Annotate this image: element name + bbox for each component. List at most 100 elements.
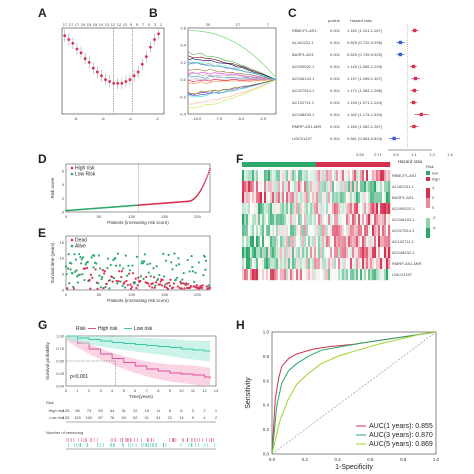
heatmap-cell [248,214,251,226]
heatmap-cell [374,214,377,226]
heatmap-cell [250,247,253,259]
panel-label-g: G [38,318,48,332]
status-point [159,280,162,283]
heatmap-cell [294,247,297,259]
heatmap-cell [242,192,245,204]
heatmap-cell [270,181,273,193]
heatmap-cell [300,258,303,270]
status-point [139,275,143,278]
risk-bar-cell [376,162,379,167]
heatmap-cell [272,181,275,193]
x-tick-label: 1 [76,388,79,393]
heatmap-cell [340,258,343,270]
heatmap-cell [294,258,297,270]
y-tick-label: 0.6 [263,378,270,383]
heatmap-cell [314,225,317,237]
heatmap-cell [386,269,389,281]
heatmap-cell [368,203,371,215]
heatmap-cell [376,225,379,237]
status-point [154,284,157,287]
heatmap-cell [370,170,373,182]
heatmap-cell [242,181,245,193]
heatmap-cell [348,247,351,259]
heatmap-cell [376,181,379,193]
heatmap-cell [252,236,255,248]
gene-label: AC027514.1 [292,88,315,93]
heatmap-cell [366,203,369,215]
heatmap-cell [260,225,263,237]
risk-bar-cell [266,162,269,167]
heatmap-cell [314,214,317,226]
heatmap-cell [336,214,339,226]
heatmap-cell [350,225,353,237]
status-point [165,286,168,289]
risk-point [209,168,211,170]
heatmap-cell [286,214,289,226]
heatmap-cell [354,269,357,281]
heatmap-cell [294,181,297,193]
heatmap-cell [362,225,365,237]
heatmap-cell [300,181,303,193]
y-tick-label: 0 [62,288,65,293]
heatmap-cell [380,258,383,270]
heatmap-cell [300,170,303,182]
heatmap-cell [266,192,269,204]
status-point [179,282,183,285]
heatmap-cell [250,258,253,270]
heatmap-cell [322,247,325,259]
heatmap-cell [270,192,273,204]
status-point [99,267,102,270]
heatmap-cell [362,170,365,182]
x-tick-label: 0.8 [400,457,407,462]
risk-bar-cell [272,162,275,167]
heatmap-cell [352,247,355,259]
gene-label: AL162231.1 [392,184,414,189]
heatmap-cell [366,181,369,193]
heatmap-cell [300,247,303,259]
heatmap-cell [338,192,341,204]
risk-table-title: Risk [46,400,54,405]
heatmap-cell [324,236,327,248]
risk-bar-cell [382,162,385,167]
heatmap-cell [264,203,267,215]
heatmap-cell [326,247,329,259]
status-point [166,287,170,290]
heatmap-cell [374,269,377,281]
status-point [191,266,194,269]
status-point [185,286,189,290]
risk-point [208,169,211,172]
risk-bar-cell [278,162,281,167]
heatmap-cell [356,225,359,237]
heatmap-cell [264,258,267,270]
heatmap-cell [368,236,371,248]
heatmap-cell [354,192,357,204]
heatmap-cell [336,203,339,215]
heatmap-cell [318,203,321,215]
heatmap-cell [352,236,355,248]
heatmap-cell [248,181,251,193]
x-tick-label: 1.3 [429,152,435,157]
heatmap-cell [266,269,269,281]
status-point [83,278,86,282]
heatmap-cell [332,258,335,270]
heatmap-cell [332,192,335,204]
heatmap-cell [262,170,265,182]
risk-table-count: 11 [156,408,161,413]
panel-b-coefficient-plot: 20 17 7 -10.0 -7.5 -5.0 -2.5 0.6 0.4 0.2 0.0 -0.2 -0… [179,22,277,121]
status-point [98,274,101,277]
x-tick-label: 8 [157,388,160,393]
coef-path-main [188,30,277,79]
heatmap-cell [324,181,327,193]
status-point [108,287,111,290]
legend-scale-block [426,218,430,228]
heatmap-cell [376,170,379,182]
y-tick-label: 0.50 [56,359,65,364]
heatmap-cell [358,247,361,259]
heatmap-cell [322,170,325,182]
cv-point [108,80,111,83]
heatmap-cell [304,214,307,226]
heatmap-cell [366,214,369,226]
top-tick-label: 15 [93,22,98,27]
status-point [85,266,89,269]
heatmap-cell [378,236,381,248]
